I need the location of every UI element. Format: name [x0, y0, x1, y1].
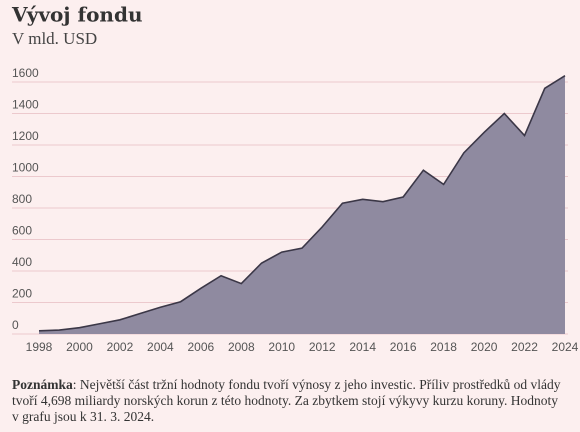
y-tick-label: 400: [12, 255, 32, 269]
y-tick-label: 1200: [12, 129, 39, 143]
chart-subtitle: V mld. USD: [12, 29, 97, 48]
x-tick-label: 2004: [147, 340, 174, 354]
chart-title: Vývoj fondu: [11, 3, 143, 27]
x-tick-label: 2010: [268, 340, 295, 354]
x-tick-label: 2008: [228, 340, 255, 354]
x-tick-label: 2024: [552, 340, 579, 354]
x-tick-label: 2006: [187, 340, 214, 354]
x-tick-label: 2012: [309, 340, 336, 354]
x-tick-label: 2016: [390, 340, 417, 354]
x-tick-label: 2018: [430, 340, 457, 354]
x-tick-label: 2002: [107, 340, 134, 354]
y-tick-label: 600: [12, 224, 32, 238]
y-tick-label: 0: [12, 318, 19, 332]
line: [38, 75, 566, 332]
note-text: : Největší část tržní hodnoty fondu tvoř…: [12, 377, 561, 424]
x-tick-label: 2014: [349, 340, 376, 354]
x-tick-label: 1998: [26, 340, 53, 354]
x-tick-label: 2000: [66, 340, 93, 354]
area: [39, 75, 565, 334]
chart: Vývoj fondu V mld. USD 0 200 400 600 800 1000…: [11, 3, 579, 355]
y-tick-label: 200: [12, 287, 32, 301]
note: Poznámka: Největší část tržní hodnoty fo…: [12, 377, 568, 425]
y-tick-label: 1400: [12, 98, 39, 112]
x-tick-label: 2020: [471, 340, 498, 354]
y-tick-label: 1600: [12, 66, 39, 80]
y-tick-label: 800: [12, 192, 32, 206]
x-tick-label: 2022: [511, 340, 538, 354]
y-tick-label: 1000: [12, 161, 39, 175]
note-label: Poznámka: [12, 377, 73, 392]
